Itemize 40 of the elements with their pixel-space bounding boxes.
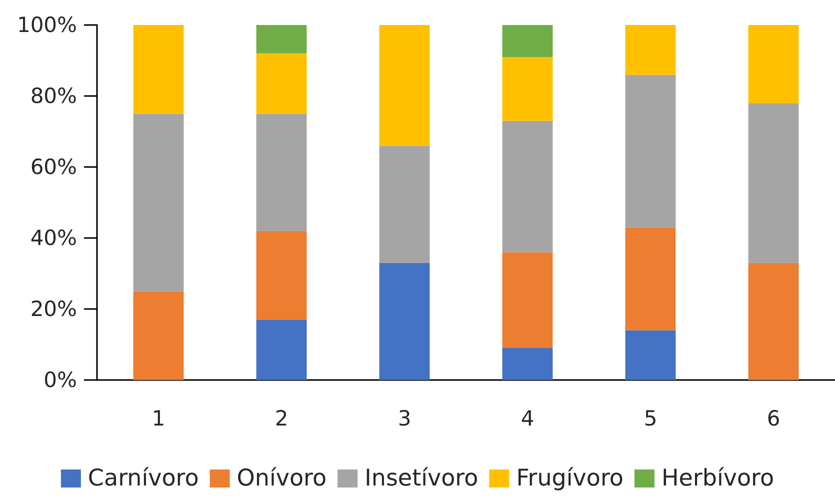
bar (256, 320, 307, 380)
bar (502, 348, 553, 380)
x-tick-label: 4 (520, 406, 534, 430)
x-tick-label: 5 (644, 406, 658, 430)
bar (379, 146, 430, 263)
y-tick-label: 60% (30, 155, 77, 179)
bar (256, 25, 307, 54)
y-tick-label: 20% (30, 297, 77, 321)
y-tick-label: 100% (16, 13, 77, 37)
legend-label: Onívoro (236, 466, 327, 492)
legend-label: Carnívoro (88, 466, 199, 492)
legend-label: Frugívoro (516, 466, 624, 492)
bar (502, 252, 553, 348)
bar (625, 330, 676, 380)
legend-label: Insetívoro (364, 466, 478, 492)
bar (133, 291, 184, 380)
x-tick-label: 6 (766, 406, 780, 430)
x-tick-label: 3 (398, 406, 412, 430)
x-tick-label: 1 (152, 406, 166, 430)
bar (502, 120, 553, 252)
bar (256, 53, 307, 114)
bar (256, 230, 307, 320)
bar (748, 103, 799, 263)
bar (502, 56, 553, 121)
bar (625, 25, 676, 75)
bar (256, 114, 307, 231)
bar (133, 114, 184, 292)
bar (625, 74, 676, 228)
bar (748, 25, 799, 104)
bar (379, 262, 430, 380)
bar (379, 25, 430, 146)
legend-label: Herbívoro (661, 466, 774, 492)
y-tick-label: 40% (30, 226, 77, 250)
y-tick-label: 80% (30, 84, 77, 108)
y-tick-label: 0% (44, 368, 77, 392)
bar (133, 25, 184, 114)
bar (625, 227, 676, 330)
bar (502, 25, 553, 57)
bar (748, 262, 799, 380)
x-tick-label: 2 (274, 406, 288, 430)
